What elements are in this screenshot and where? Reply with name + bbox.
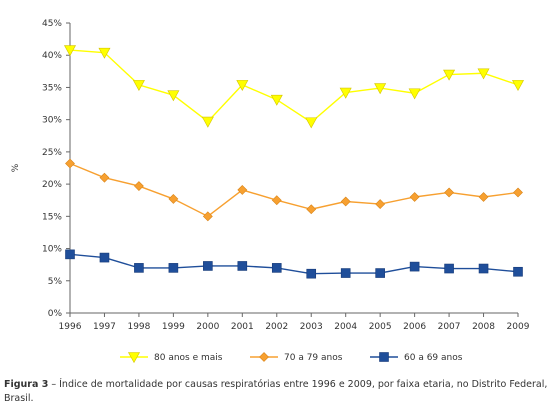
legend-entry: 80 anos e mais bbox=[120, 352, 223, 364]
y-tick-label: 25% bbox=[42, 148, 62, 158]
legend-label: 70 a 79 anos bbox=[284, 353, 343, 363]
caption-label: Figura 3 bbox=[4, 379, 49, 390]
series-1 bbox=[63, 45, 525, 129]
y-tick-label: 5% bbox=[48, 277, 63, 287]
series-2 bbox=[65, 158, 523, 222]
series-line bbox=[69, 49, 519, 124]
data-point bbox=[271, 263, 282, 273]
y-tick-label: 20% bbox=[42, 180, 62, 190]
legend-swatch-marker bbox=[259, 352, 269, 362]
legend-swatch-marker bbox=[127, 352, 141, 364]
legend-label: 80 anos e mais bbox=[154, 353, 223, 363]
x-tick-label: 1999 bbox=[162, 322, 185, 332]
data-point bbox=[340, 196, 351, 207]
x-tick-label: 2003 bbox=[300, 322, 323, 332]
data-point bbox=[99, 172, 110, 183]
data-point bbox=[270, 94, 283, 106]
data-point bbox=[444, 187, 455, 198]
data-point bbox=[511, 80, 525, 91]
chart-legend: 80 anos e mais 70 a 79 anos 60 a 69 anos bbox=[120, 352, 463, 364]
figure-caption: Figura 3 – Índice de mortalidade por cau… bbox=[4, 378, 549, 406]
x-axis-ticks: 1996 1997 1998 1999 2000 2001 2002 2003 2004 2005… bbox=[59, 313, 530, 332]
x-tick-label: 2008 bbox=[472, 322, 495, 332]
data-point bbox=[237, 184, 248, 195]
y-tick-label: 10% bbox=[42, 245, 62, 255]
data-point bbox=[237, 261, 248, 271]
x-tick-label: 2000 bbox=[196, 322, 219, 332]
data-point bbox=[477, 68, 490, 80]
y-tick-label: 0% bbox=[48, 309, 63, 319]
y-axis-title: % bbox=[11, 163, 21, 172]
data-point bbox=[201, 116, 214, 128]
x-tick-label: 2006 bbox=[403, 322, 426, 332]
series-3 bbox=[65, 249, 523, 279]
data-point bbox=[134, 263, 144, 273]
legend-swatch-marker bbox=[379, 352, 389, 362]
data-point bbox=[409, 192, 420, 202]
data-point bbox=[339, 87, 352, 99]
x-tick-label: 2001 bbox=[231, 322, 254, 332]
caption-text: – Índice de mortalidade por causas respi… bbox=[4, 379, 548, 404]
data-point bbox=[65, 158, 75, 169]
y-tick-label: 35% bbox=[42, 83, 62, 93]
data-point bbox=[236, 80, 249, 91]
x-tick-label: 1998 bbox=[127, 322, 150, 332]
data-point bbox=[513, 187, 523, 198]
series-line bbox=[69, 162, 519, 218]
legend-label: 60 a 69 anos bbox=[404, 353, 463, 363]
data-point bbox=[408, 88, 421, 100]
data-point bbox=[340, 268, 351, 278]
data-point bbox=[203, 261, 213, 271]
data-point bbox=[443, 69, 456, 81]
data-point bbox=[375, 199, 386, 210]
series-line bbox=[69, 253, 519, 275]
data-point bbox=[478, 192, 489, 202]
data-point bbox=[65, 249, 75, 260]
data-point bbox=[444, 263, 454, 274]
data-point bbox=[168, 194, 179, 204]
data-point bbox=[374, 83, 387, 95]
x-tick-label: 1997 bbox=[93, 322, 116, 332]
data-point bbox=[305, 117, 318, 129]
data-point bbox=[167, 90, 180, 102]
x-tick-label: 2009 bbox=[507, 322, 530, 332]
x-tick-label: 2005 bbox=[369, 322, 392, 332]
data-point bbox=[478, 263, 489, 274]
x-tick-label: 2004 bbox=[334, 322, 357, 332]
data-point bbox=[98, 47, 111, 59]
data-point bbox=[133, 181, 144, 191]
x-tick-label: 1996 bbox=[59, 322, 82, 332]
data-point bbox=[132, 80, 145, 91]
data-point bbox=[306, 204, 317, 215]
y-tick-label: 30% bbox=[42, 116, 62, 126]
y-tick-label: 40% bbox=[42, 51, 62, 61]
data-point bbox=[306, 268, 317, 279]
data-point bbox=[202, 211, 213, 222]
series-layer bbox=[63, 45, 525, 279]
y-axis-ticks: 0% 5% 10% 15% 20% 25% 30% 35% 40% 45% bbox=[42, 19, 70, 319]
data-point bbox=[168, 263, 179, 273]
y-tick-label: 45% bbox=[42, 19, 62, 29]
legend-entry: 70 a 79 anos bbox=[250, 352, 343, 363]
x-tick-label: 2007 bbox=[438, 322, 461, 332]
data-point bbox=[513, 266, 523, 277]
legend-entry: 60 a 69 anos bbox=[370, 352, 463, 363]
data-point bbox=[375, 268, 385, 278]
data-point bbox=[409, 261, 420, 272]
data-point bbox=[63, 45, 77, 57]
x-tick-label: 2002 bbox=[265, 322, 288, 332]
y-tick-label: 15% bbox=[42, 212, 62, 222]
data-point bbox=[99, 252, 110, 263]
data-point bbox=[271, 195, 282, 206]
line-chart: 0%5%10%15%20%25%30%35%40%45% 1996 1997 199… bbox=[11, 19, 530, 364]
